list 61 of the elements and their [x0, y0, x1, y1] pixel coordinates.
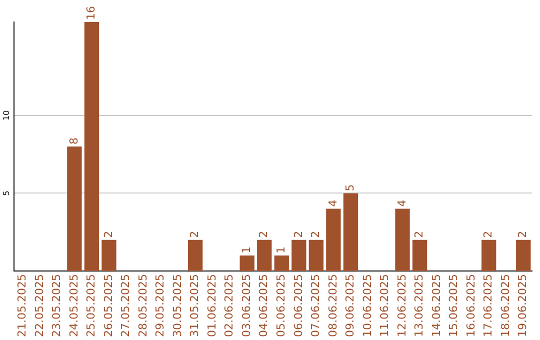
bar [395, 208, 410, 272]
bar [343, 193, 358, 272]
bar [412, 240, 428, 272]
bar [308, 240, 324, 272]
data-label: 2 [102, 230, 115, 238]
bar [257, 240, 272, 272]
bar [274, 255, 289, 272]
data-label: 16 [84, 6, 98, 20]
x-tick-label: 05.06.2025 [274, 274, 288, 338]
data-label: 2 [257, 230, 270, 238]
data-label: 8 [67, 138, 80, 145]
data-label: 1 [274, 246, 288, 254]
x-tick-label: 29.05.2025 [154, 274, 167, 338]
data-label: 2 [188, 230, 202, 238]
x-tick-label: 06.06.2025 [292, 274, 305, 338]
x-tick-label: 12.06.2025 [395, 274, 408, 338]
bar [481, 240, 496, 272]
bar [240, 255, 254, 272]
bar [516, 240, 531, 272]
bar [84, 22, 100, 272]
bar [102, 240, 116, 272]
x-tick-label: 27.05.2025 [119, 274, 132, 338]
x-tick-label: 16.06.2025 [464, 274, 478, 338]
x-tick-label: 09.06.2025 [344, 274, 357, 338]
x-tick-label: 22.05.2025 [32, 274, 46, 338]
bar [188, 240, 203, 272]
bar [292, 240, 306, 272]
data-label: 2 [516, 230, 530, 238]
x-tick-label: 23.05.2025 [50, 274, 64, 338]
x-tick-label: 18.06.2025 [498, 274, 512, 338]
x-tick-label: 04.06.2025 [257, 274, 270, 338]
data-label: 4 [395, 200, 408, 207]
x-tick-label: 02.06.2025 [222, 274, 236, 338]
data-label: 2 [292, 230, 305, 238]
x-tick-label: 25.05.2025 [84, 274, 98, 338]
x-tick-label: 19.06.2025 [516, 274, 530, 338]
bar [67, 146, 82, 272]
bar [326, 208, 341, 272]
x-tick-label: 17.06.2025 [482, 274, 495, 338]
data-label: 2 [412, 230, 426, 238]
x-tick-label: 10.06.2025 [360, 274, 374, 338]
x-tick-label: 30.05.2025 [170, 274, 184, 338]
x-tick-label: 03.06.2025 [240, 274, 253, 338]
x-tick-label: 24.05.2025 [67, 274, 80, 338]
data-label: 4 [326, 200, 340, 207]
x-tick-label: 11.06.2025 [378, 274, 392, 338]
data-label: 5 [344, 184, 357, 192]
x-tick-label: 28.05.2025 [136, 274, 150, 338]
x-tick-label: 08.06.2025 [326, 274, 340, 338]
x-tick-label: 15.06.2025 [447, 274, 460, 338]
x-tick-label: 21.05.2025 [15, 274, 28, 338]
x-tick-label: 13.06.2025 [412, 274, 426, 338]
x-tick-label: 26.05.2025 [102, 274, 115, 338]
data-label: 2 [482, 230, 495, 238]
x-tick-label: 31.05.2025 [188, 274, 202, 338]
data-label: 2 [309, 230, 322, 238]
x-tick-label: 14.06.2025 [430, 274, 443, 338]
x-tick-label: 07.06.2025 [309, 274, 322, 338]
y-tick-label: 10 [2, 110, 12, 120]
x-tick-label: 01.06.2025 [205, 274, 218, 338]
data-label: 1 [240, 246, 253, 254]
